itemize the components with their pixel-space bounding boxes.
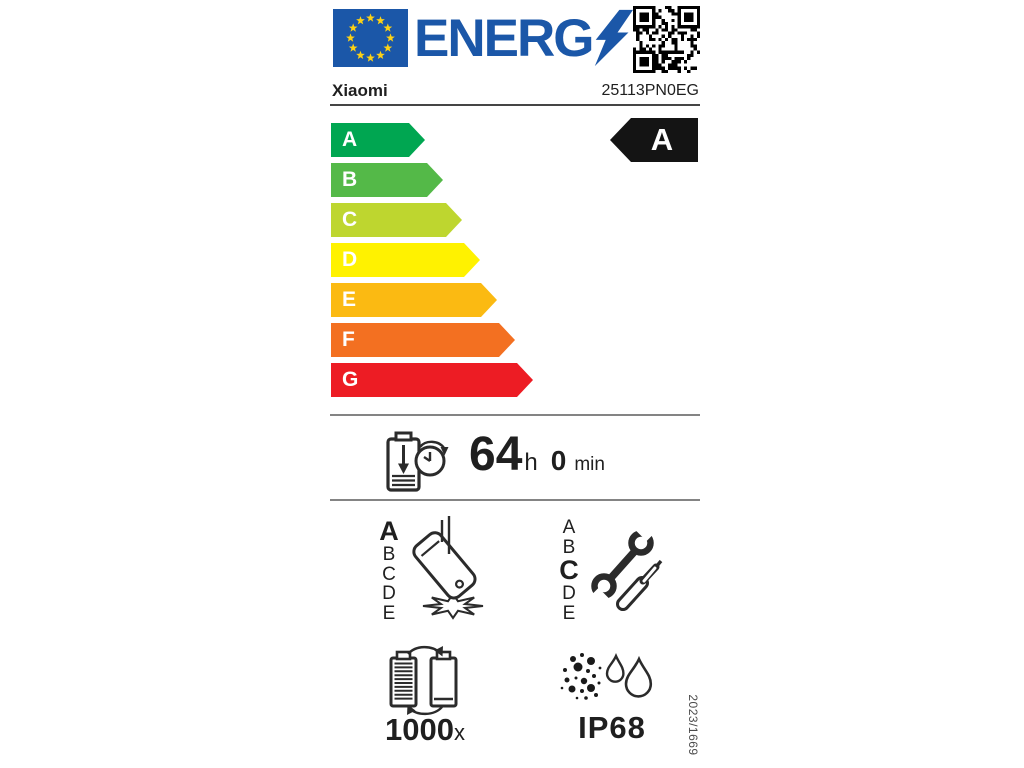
scale-arrow-letter: D <box>342 248 358 271</box>
scale-arrow-a: A <box>331 123 425 157</box>
scale-arrow-f: F <box>331 323 515 357</box>
dust-water-icon <box>560 652 653 700</box>
scale-arrow-letter: B <box>342 168 358 191</box>
class-letter-c: C <box>559 555 579 585</box>
scale-arrow-letter: C <box>342 208 358 231</box>
battery-cycles-icon <box>389 645 458 716</box>
scale-arrow-b: B <box>331 163 443 197</box>
class-letter-b: B <box>562 536 576 558</box>
battery-endurance-value: 64 h 0 min <box>469 431 605 479</box>
class-letter-d: D <box>382 583 396 604</box>
divider <box>330 414 700 416</box>
class-letter-e: E <box>562 602 576 624</box>
energy-class-indicator: A <box>610 118 698 162</box>
scale-arrow-letter: F <box>342 328 355 351</box>
energ-logo-text: ENERG <box>414 8 594 68</box>
energy-class-letter: A <box>650 122 674 157</box>
scale-arrow-c: C <box>331 203 462 237</box>
endurance-hours-unit: h <box>524 449 538 476</box>
class-letter-c: C <box>382 563 396 585</box>
class-letter-d: D <box>562 583 576 604</box>
wrench-screwdriver-icon <box>587 521 663 611</box>
qr-code-icon <box>633 6 700 73</box>
scale-arrow-letter: G <box>342 368 359 391</box>
battery-endurance-icon <box>386 431 449 492</box>
regulation-number: 2023/1669 <box>686 694 700 756</box>
lightning-bolt-icon <box>595 9 634 67</box>
scale-arrow-e: E <box>331 283 497 317</box>
energ-logo: ENERG <box>414 8 634 68</box>
battery-cycles-value: 1000 x <box>358 712 492 748</box>
brand-row: Xiaomi 25113PN0EG <box>330 79 700 106</box>
endurance-minutes-unit: min <box>574 454 605 475</box>
eu-flag-icon <box>333 9 408 67</box>
class-letter-a: A <box>379 516 399 546</box>
scale-arrow-d: D <box>331 243 480 277</box>
scale-arrow-letter: E <box>342 288 357 311</box>
brand-name: Xiaomi <box>332 81 388 100</box>
divider <box>330 499 700 501</box>
scale-arrow-letter: A <box>342 128 358 151</box>
cycles-unit: x <box>453 720 465 745</box>
scale-arrow-g: G <box>331 363 533 397</box>
phone-drop-icon <box>412 516 484 620</box>
cycles-number: 1000 <box>385 712 454 747</box>
class-letter-b: B <box>382 544 396 565</box>
model-number: 25113PN0EG <box>601 82 699 99</box>
endurance-hours: 64 <box>469 428 523 481</box>
class-letter-a: A <box>562 517 576 538</box>
class-letter-e: E <box>382 602 396 624</box>
ip-rating: IP68 <box>578 710 646 745</box>
endurance-minutes: 0 <box>550 445 567 476</box>
